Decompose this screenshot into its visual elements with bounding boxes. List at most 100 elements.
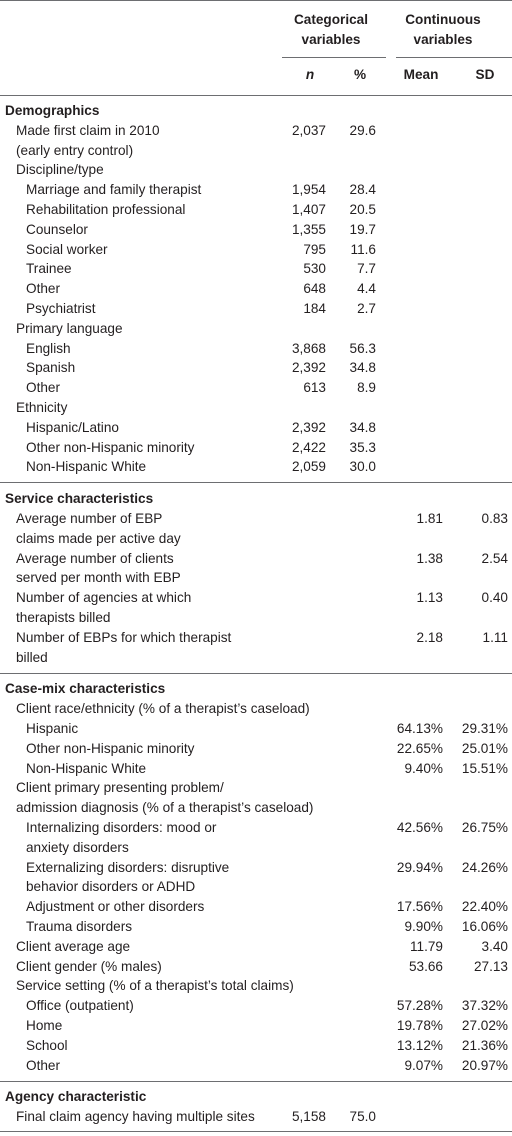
- cell: 9.90%: [404, 919, 443, 934]
- cell: 8.9: [357, 380, 376, 396]
- cell: 53.66: [408, 958, 443, 974]
- cell: 13.12%: [396, 1037, 443, 1053]
- cell: 2,037: [291, 122, 326, 138]
- cell: 19.7: [349, 221, 376, 237]
- row-label: Home: [26, 1018, 63, 1033]
- cell: 19.78%: [396, 1018, 443, 1033]
- rule: [0, 1080, 512, 1082]
- cell: 16.06%: [461, 919, 508, 934]
- row-label: Number of EBPs for which therapist: [16, 629, 232, 645]
- row-label: Other non-Hispanic minority: [26, 439, 195, 455]
- cell: 29.94%: [396, 859, 443, 875]
- row-label: Marriage and family therapist: [26, 182, 202, 198]
- cell: 64.13%: [396, 721, 443, 736]
- cell: 1,355: [291, 221, 326, 237]
- group-header: Categorical: [293, 12, 369, 27]
- cell: 2,422: [291, 439, 326, 455]
- row-label: Client race/ethnicity (% of a therapist’…: [16, 701, 310, 717]
- column-header: %: [353, 67, 367, 82]
- cell: 22.65%: [396, 740, 443, 756]
- cell: 0.83: [481, 511, 508, 526]
- rule: [0, 0, 512, 1]
- cell: 35.3: [349, 439, 376, 455]
- row-label: therapists billed: [16, 610, 111, 625]
- row-label: Hispanic/Latino: [26, 419, 119, 435]
- group-header: variables: [301, 32, 361, 47]
- cell: 42.56%: [396, 820, 443, 835]
- section-title: Service characteristics: [5, 491, 154, 507]
- cell: 4.4: [357, 281, 376, 297]
- cell: 22.40%: [461, 899, 508, 915]
- row-label: Service setting (% of a therapist’s tota…: [16, 978, 294, 994]
- row-label: (early entry control): [16, 142, 134, 158]
- cell: 11.6: [350, 241, 376, 257]
- cell: 613: [303, 380, 326, 396]
- row-label: Client gender (% males): [16, 958, 162, 974]
- row-label: behavior disorders or ADHD: [26, 879, 196, 895]
- cell: 30.0: [349, 459, 376, 475]
- row-label: Counselor: [26, 221, 88, 237]
- row-label: served per month with EBP: [16, 570, 181, 586]
- row-label: School: [26, 1037, 68, 1053]
- row-label: Trainee: [26, 261, 72, 277]
- column-header: SD: [475, 67, 495, 82]
- row-label: Trauma disorders: [26, 919, 133, 934]
- column-header: n: [305, 67, 315, 82]
- cell: 37.32%: [461, 998, 508, 1014]
- cell: 24.26%: [461, 859, 508, 875]
- row-label: billed: [16, 649, 48, 665]
- row-label: Non-Hispanic White: [26, 760, 147, 776]
- cell: 184: [303, 301, 326, 316]
- cell: 2,059: [291, 459, 326, 475]
- cell: 21.36%: [461, 1037, 508, 1053]
- section-title: Case-mix characteristics: [5, 681, 166, 697]
- row-label: Spanish: [26, 360, 76, 376]
- row-label: Externalizing disorders: disruptive: [26, 859, 230, 875]
- cell: 530: [303, 261, 326, 277]
- cell: 2.18: [416, 629, 443, 645]
- cell: 75.0: [349, 1109, 376, 1125]
- cell: 2,392: [291, 360, 326, 376]
- row-label: Psychiatrist: [26, 301, 96, 316]
- cell: 1.13: [416, 590, 443, 606]
- rule: [0, 482, 512, 484]
- row-label: Rehabilitation professional: [26, 202, 186, 217]
- cell: 28.4: [349, 182, 376, 198]
- cell: 29.31%: [461, 721, 508, 736]
- row-label: Primary language: [16, 320, 123, 336]
- row-label: Average number of clients: [16, 550, 174, 566]
- cell: 1.11: [482, 629, 508, 645]
- row-label: Internalizing disorders: mood or: [26, 820, 217, 835]
- row-label: English: [26, 340, 71, 356]
- rule: [282, 57, 386, 58]
- cell: 25.01%: [461, 740, 508, 756]
- rule: [0, 1131, 512, 1132]
- section-title: Demographics: [5, 103, 100, 118]
- cell: 1.38: [416, 550, 443, 566]
- row-label: Other: [26, 1057, 60, 1073]
- row-label: Other non-Hispanic minority: [26, 740, 195, 756]
- cell: 26.75%: [461, 820, 508, 835]
- cell: 0.40: [481, 590, 508, 606]
- cell: 20.5: [349, 202, 376, 217]
- rule: [0, 95, 512, 96]
- cell: 29.6: [349, 122, 376, 138]
- group-header: Continuous: [405, 12, 481, 27]
- row-label: Final claim agency having multiple sites: [16, 1109, 255, 1125]
- cell: 34.8: [349, 419, 376, 435]
- row-label: Other: [26, 281, 60, 297]
- group-header: variables: [413, 32, 473, 47]
- cell: 5,158: [291, 1109, 326, 1125]
- cell: 648: [303, 281, 326, 297]
- cell: 17.56%: [396, 899, 443, 915]
- cell: 1,407: [291, 202, 326, 217]
- cell: 9.07%: [404, 1057, 443, 1073]
- rule: [396, 57, 512, 58]
- cell: 3,868: [291, 340, 326, 356]
- row-label: Hispanic: [26, 721, 79, 736]
- cell: 1,954: [291, 182, 326, 198]
- row-label: Number of agencies at which: [16, 590, 192, 606]
- cell: 2,392: [291, 419, 326, 435]
- cell: 27.02%: [461, 1018, 508, 1033]
- row-label: admission diagnosis (% of a therapist’s …: [16, 800, 314, 816]
